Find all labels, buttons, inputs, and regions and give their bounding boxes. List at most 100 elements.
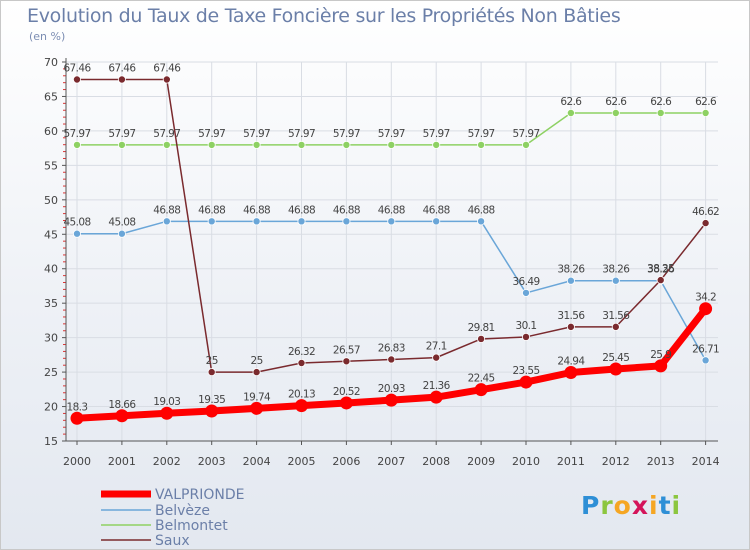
axes: 15 20 25 30 35 40 45 50 55 60 65 70 2000 2001 2002 2003…: [44, 56, 720, 468]
x-tick-label: 2007: [377, 455, 405, 468]
data-point-belvèze: [342, 217, 351, 226]
y-tick-label: 55: [44, 159, 58, 172]
y-tick-label: 60: [44, 125, 58, 138]
chart-title: Evolution du Taux de Taxe Foncière sur l…: [27, 5, 621, 27]
data-label-belvèze: 46.88: [198, 204, 225, 216]
data-label-valprionde: 22.45: [468, 373, 495, 385]
data-label-belmontet: 62.6: [605, 96, 627, 108]
logo-letter: t: [658, 491, 672, 520]
logo-letter: i: [671, 491, 682, 520]
data-label-belmontet: 57.97: [423, 128, 450, 140]
data-label-saux: 67.46: [108, 63, 136, 75]
data-point-valprionde: [384, 393, 398, 407]
data-point-valprionde: [205, 404, 219, 418]
data-label-belvèze: 46.88: [378, 204, 405, 216]
data-point-saux: [566, 322, 575, 331]
logo-letter: i: [649, 491, 659, 520]
data-label-valprionde: 21.36: [423, 380, 451, 392]
x-tick-label: 2010: [512, 455, 540, 468]
data-point-belmontet: [342, 140, 351, 149]
data-point-belmontet: [611, 108, 620, 117]
data-label-belvèze: 38.26: [647, 264, 675, 276]
data-point-saux: [73, 75, 82, 84]
data-point-belmontet: [566, 108, 575, 117]
data-point-belmontet: [701, 108, 710, 117]
data-point-saux: [387, 355, 396, 364]
data-point-belvèze: [387, 217, 396, 226]
data-label-valprionde: 19.35: [198, 394, 225, 406]
data-point-valprionde: [295, 399, 308, 413]
data-point-valprionde: [654, 359, 668, 373]
data-point-saux: [297, 358, 306, 367]
data-point-valprionde: [115, 409, 129, 423]
y-tick-label: 45: [44, 228, 58, 241]
data-point-saux: [117, 75, 126, 84]
data-label-belvèze: 46.88: [288, 204, 315, 216]
series-layer: [70, 75, 713, 425]
data-point-belvèze: [611, 276, 620, 285]
data-label-saux: 67.46: [63, 63, 91, 75]
data-label-saux: 26.57: [333, 344, 360, 356]
data-label-belvèze: 46.88: [333, 204, 360, 216]
legend-label-belmontet: Belmontet: [155, 518, 228, 534]
data-label-saux: 31.56: [557, 310, 585, 322]
data-labels: 18.3 18.66 19.03 19.35 19.74 20.13 20.52 20.93 2…: [63, 63, 719, 414]
data-label-belmontet: 57.97: [333, 128, 360, 140]
x-tick-label: 2000: [63, 455, 91, 468]
data-point-belmontet: [162, 140, 171, 149]
data-point-belmontet: [432, 140, 441, 149]
data-label-belmontet: 57.97: [468, 128, 495, 140]
data-label-belvèze: 46.88: [468, 204, 495, 216]
proxiti-logo: Proxiti: [581, 491, 681, 520]
legend-label-saux: Saux: [155, 533, 190, 549]
data-point-valprionde: [250, 401, 264, 415]
data-label-belmontet: 57.97: [378, 128, 405, 140]
data-point-belmontet: [117, 140, 126, 149]
data-label-saux: 30.1: [516, 320, 537, 332]
data-point-saux: [342, 357, 351, 366]
data-label-saux: 31.56: [602, 310, 630, 322]
logo-letter: r: [600, 491, 614, 520]
data-label-saux: 26.32: [288, 346, 315, 358]
x-tick-label: 2008: [422, 455, 450, 468]
data-label-belvèze: 46.88: [153, 204, 180, 216]
y-tick-label: 30: [44, 332, 58, 345]
data-label-belmontet: 62.6: [695, 96, 717, 108]
data-label-saux: 25: [251, 355, 263, 367]
logo-letter: o: [613, 491, 632, 520]
data-label-belvèze: 45.08: [63, 217, 90, 229]
data-point-saux: [656, 276, 665, 285]
x-tick-label: 2001: [108, 455, 136, 468]
data-label-saux: 29.81: [468, 322, 495, 334]
y-tick-label: 70: [44, 56, 58, 69]
data-label-belvèze: 26.71: [692, 343, 719, 355]
x-tick-label: 2005: [288, 455, 316, 468]
x-tick-label: 2014: [692, 455, 720, 468]
x-tick-label: 2011: [557, 455, 585, 468]
data-label-valprionde: 25.9: [650, 349, 671, 361]
data-point-valprionde: [339, 396, 353, 410]
y-tick-label: 35: [44, 297, 58, 310]
data-point-belmontet: [207, 140, 216, 149]
legend-label-belvèze: Belvèze: [155, 503, 210, 519]
x-tick-label: 2006: [332, 455, 360, 468]
data-label-belmontet: 57.97: [63, 128, 90, 140]
data-point-belmontet: [656, 108, 665, 117]
x-tick-label: 2004: [243, 455, 271, 468]
data-label-saux: 67.46: [153, 63, 181, 75]
y-tick-label: 40: [44, 263, 58, 276]
data-label-valprionde: 19.74: [243, 391, 271, 403]
data-point-belvèze: [117, 229, 126, 238]
data-point-belvèze: [252, 217, 261, 226]
data-label-valprionde: 20.13: [288, 389, 315, 401]
data-label-belvèze: 38.26: [557, 264, 585, 276]
legend-label-valprionde: VALPRIONDE: [155, 487, 244, 503]
data-label-belmontet: 57.97: [198, 128, 225, 140]
unit-label: (en %): [29, 30, 66, 43]
data-point-saux: [207, 368, 216, 377]
data-point-saux: [701, 219, 710, 228]
data-label-valprionde: 20.52: [333, 386, 360, 398]
data-label-belvèze: 36.49: [512, 276, 539, 288]
